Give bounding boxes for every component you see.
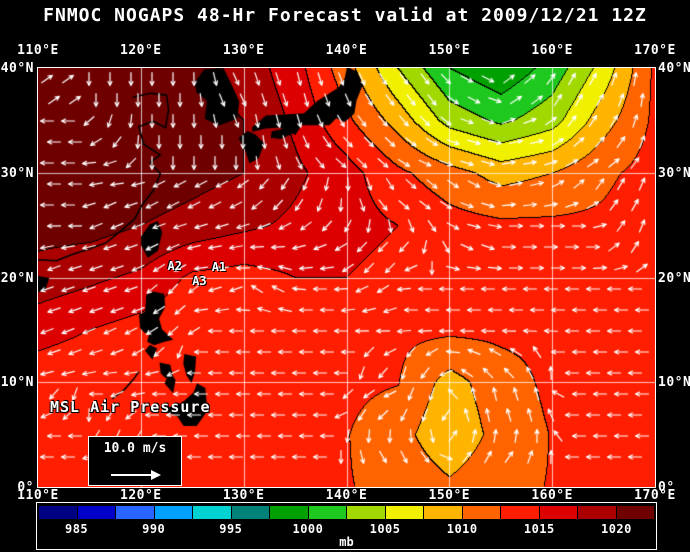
colorbar-tick-label: 985: [64, 522, 89, 536]
lat-tick-label: 40°N: [0, 61, 34, 76]
forecast-map-canvas: [37, 67, 656, 488]
lat-tick-label: 10°N: [0, 375, 34, 391]
lat-tick-label: 10°N: [658, 375, 690, 391]
lon-tick-label: 120°E: [120, 43, 162, 58]
lat-tick-label: 20°N: [0, 270, 34, 286]
lon-tick-label: 140°E: [325, 43, 368, 58]
colorbar-strip: [38, 505, 655, 520]
colorbar-tick-label: 1015: [523, 522, 555, 536]
colorbar-segment: [500, 506, 539, 519]
lat-tick-label: 40°N: [658, 61, 690, 76]
lat-tick-label: 30°N: [658, 165, 690, 181]
lon-tick-label: 130°E: [222, 488, 265, 503]
colorbar-segment: [538, 506, 577, 519]
colorbar-segment: [269, 506, 308, 519]
lon-tick-label: 160°E: [531, 488, 573, 503]
lon-tick-label: 160°E: [531, 43, 573, 58]
colorbar-segment: [115, 506, 154, 519]
lon-tick-label: 120°E: [120, 488, 162, 503]
lon-tick-label: 150°E: [428, 488, 471, 503]
colorbar-tick-label: 1010: [446, 522, 478, 536]
lon-tick-label: 110°E: [17, 488, 59, 503]
colorbar-segment: [615, 506, 654, 519]
colorbar-tick-label: 1005: [369, 522, 401, 536]
colorbar-segment: [461, 506, 500, 519]
colorbar-segment: [307, 506, 346, 519]
lat-tick-label: 20°N: [658, 270, 690, 286]
colorbar-segment: [384, 506, 423, 519]
colorbar-segment: [346, 506, 385, 519]
colorbar-tick-label: 990: [142, 522, 166, 536]
lon-tick-label: 170°E: [634, 43, 676, 58]
colorbar-segment: [423, 506, 462, 519]
colorbar-segment: [230, 506, 269, 519]
colorbar-tick-label: 995: [219, 522, 243, 536]
colorbar-segment: [153, 506, 192, 519]
lat-tick-label: 0°: [17, 480, 34, 495]
colorbar-tick-label: 1020: [600, 522, 632, 536]
colorbar-segment: [39, 506, 77, 519]
colorbar-segment: [76, 506, 115, 519]
colorbar-legend: 985 990 995 1000 1005 1010 1015 1020 mb: [36, 502, 657, 550]
lon-tick-label: 140°E: [325, 488, 368, 503]
lat-tick-label: 30°N: [0, 165, 34, 181]
lon-tick-label: 170°E: [634, 488, 676, 503]
colorbar-segment: [577, 506, 616, 519]
colorbar-unit-label: mb: [339, 535, 354, 549]
lon-tick-label: 150°E: [428, 43, 471, 58]
colorbar-segment: [192, 506, 231, 519]
lon-tick-label: 130°E: [222, 43, 265, 58]
colorbar-tick-label: 1000: [292, 522, 324, 536]
lon-tick-label: 110°E: [17, 43, 59, 58]
page-title: FNMOC NOGAPS 48-Hr Forecast valid at 200…: [43, 5, 647, 26]
lat-tick-label: 0°: [658, 480, 675, 495]
